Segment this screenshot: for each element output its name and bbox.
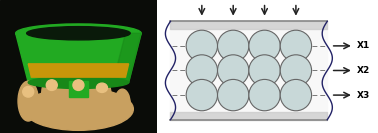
Bar	[170, 21, 327, 120]
Ellipse shape	[93, 78, 112, 116]
Text: X1: X1	[357, 41, 370, 50]
Ellipse shape	[217, 55, 249, 86]
Ellipse shape	[249, 79, 280, 111]
Text: X2: X2	[357, 66, 370, 75]
Polygon shape	[28, 64, 129, 77]
Ellipse shape	[217, 30, 249, 62]
Ellipse shape	[73, 80, 84, 90]
Ellipse shape	[249, 55, 280, 86]
Ellipse shape	[115, 89, 130, 118]
Ellipse shape	[18, 81, 39, 121]
Ellipse shape	[68, 74, 88, 118]
Ellipse shape	[217, 79, 249, 111]
Ellipse shape	[15, 24, 141, 43]
Ellipse shape	[186, 79, 217, 111]
Ellipse shape	[27, 27, 130, 40]
Text: X3: X3	[357, 91, 370, 100]
Ellipse shape	[249, 30, 280, 62]
Ellipse shape	[280, 79, 311, 111]
Ellipse shape	[186, 30, 217, 62]
Ellipse shape	[42, 74, 62, 118]
Polygon shape	[16, 33, 141, 82]
Ellipse shape	[23, 88, 133, 130]
Ellipse shape	[23, 86, 34, 97]
Polygon shape	[113, 33, 141, 82]
Ellipse shape	[28, 76, 129, 88]
Ellipse shape	[186, 55, 217, 86]
Ellipse shape	[280, 55, 311, 86]
Ellipse shape	[96, 83, 107, 92]
Ellipse shape	[46, 80, 57, 90]
Ellipse shape	[280, 30, 311, 62]
Bar	[69, 81, 88, 97]
